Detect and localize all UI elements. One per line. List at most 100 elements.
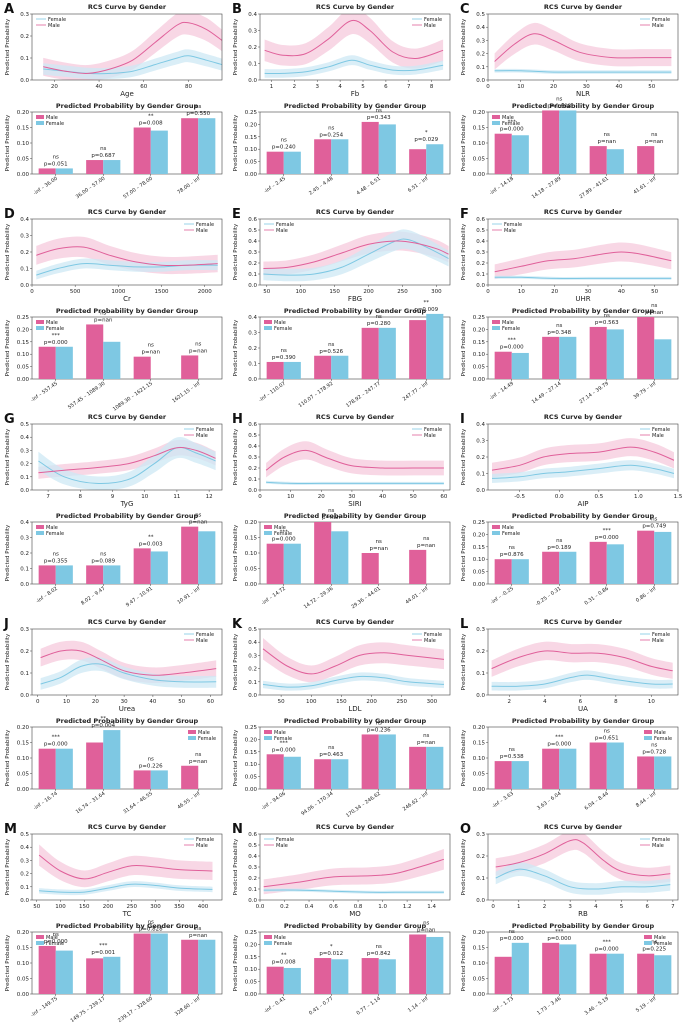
bar-male [637,530,655,584]
bar-category-label: -inf – 8.02 [35,586,59,605]
rcs-frame [487,628,679,696]
y-tick-label: 0.5 [20,422,29,428]
y-tick-label: 0.3 [248,250,257,256]
bar-female [55,565,73,584]
y-tick-label: 0.2 [476,649,485,655]
female-curve [266,481,444,484]
legend-female-label: Female [652,427,670,433]
y-tick-label: 0.1 [248,272,257,278]
p-value-label: p=0.009 [414,307,438,313]
bar-category-label: 10.91 – inf [176,586,201,606]
rcs-title: RCS Curve by Gender [88,208,167,216]
bar-female [606,329,624,379]
male-curve [494,251,672,273]
male-ci-band [266,441,444,478]
male-curve [262,648,445,675]
bar-legend-male-label: Male [654,730,666,736]
x-tick-label: 250 [396,699,407,705]
bar-female [606,742,624,789]
legend-female-label: Female [652,632,670,638]
bar-y-tick-label: 0.05 [245,775,258,781]
x-tick-label: 40 [618,289,625,295]
x-tick-label: 20 [550,84,557,90]
legend-female-label: Female [196,837,214,843]
x-tick-label: 2000 [198,289,212,295]
bar-y-tick-label: 0.15 [473,741,486,747]
bar-title: Predicted Probability by Gender Group [284,102,427,110]
y-tick-label: 0.4 [476,25,485,31]
male-curve [263,858,445,888]
rcs-frame [487,13,679,81]
x-axis-label: Age [120,90,134,98]
female-curve [264,59,444,75]
bar-y-tick-label: 0.20 [17,930,30,936]
y-tick-label: 0.2 [476,261,485,267]
sig-label: ns [509,929,515,935]
panel-letter: I [460,412,465,427]
y-tick-label: 0.2 [476,854,485,860]
x-tick-label: 200 [103,904,114,910]
x-tick-label: 500 [70,289,81,295]
y-tick-label: 0.4 [20,845,29,851]
bar-y-tick-label: 0.3 [248,331,257,337]
x-tick-label: 2 [508,699,512,705]
y-tick-label: 0.2 [248,876,257,882]
female-curve [494,276,672,279]
bar-y-tick-label: 0.3 [20,536,29,542]
sig-label: *** [508,120,517,126]
sig-label: ns [195,341,201,347]
bar-category-label: -inf – 149.75 [30,996,59,1019]
y-tick-label: 0.3 [476,38,485,44]
x-axis-label: LDL [348,705,361,713]
bar-y-tick-label: 0.20 [473,327,486,333]
bar-male [637,317,655,379]
sig-label: ns [328,745,334,751]
bar-male [361,734,379,789]
bar-legend-female-swatch [36,941,44,945]
bar-title: Predicted Probability by Gender Group [512,512,655,520]
bar-y-tick-label: 0.05 [473,570,486,576]
male-ci-band [263,638,444,683]
bar-y-tick-label: 0.20 [473,725,486,731]
bar-category-label: 31.64 – 46.55 [122,791,154,816]
bar-y-tick-label: 0.15 [473,545,486,551]
p-value-label: p=0.651 [595,736,619,742]
male-ci-band [39,844,213,888]
y-tick-label: 0.4 [476,239,485,245]
y-axis-label: Predicted Probability [233,428,239,485]
p-value-label: p=0.004 [91,723,115,729]
rcs-title: RCS Curve by Gender [544,3,623,11]
bar-frame [487,316,679,380]
sig-label: ns [556,323,562,329]
rcs-plot-area [491,438,675,483]
bar-y-tick-label: 0.10 [473,756,486,762]
p-value-label: p=0.355 [44,558,68,564]
bar-category-label: 39.79 – inf [632,381,657,401]
p-value-label: p=0.000 [44,939,68,945]
x-tick-label: 0.0 [555,494,564,500]
legend-female-label: Female [504,222,522,228]
sig-label: ns [53,932,59,938]
y-tick-label: 0.3 [20,627,29,633]
x-tick-label: 50 [651,289,658,295]
p-value-label: p=0.563 [595,320,619,326]
bar-y-tick-label: 0.00 [473,377,486,383]
bar-y-tick-label: 0.10 [473,961,486,967]
bar-legend-female-swatch [36,326,44,330]
p-value-label: p=0.876 [500,552,524,558]
y-axis-label: Predicted Probability [5,633,11,690]
male-curve [38,854,213,880]
x-tick-label: 7 [46,494,50,500]
bar-y-tick-label: 0.10 [473,141,486,147]
bar-legend-male-swatch [36,115,44,119]
bar-female [150,130,168,174]
sig-label: ns [556,538,562,544]
bar-legend-female-swatch [264,326,272,330]
x-tick-label: 50 [33,904,40,910]
bar-category-label: 8.02 – 9.47 [80,586,106,607]
panel-k: K RCS Curve by Gender 0.0 0.1 0.2 0.3 0.4 0.5 50… [232,617,451,819]
x-tick-label: 5 [361,84,365,90]
